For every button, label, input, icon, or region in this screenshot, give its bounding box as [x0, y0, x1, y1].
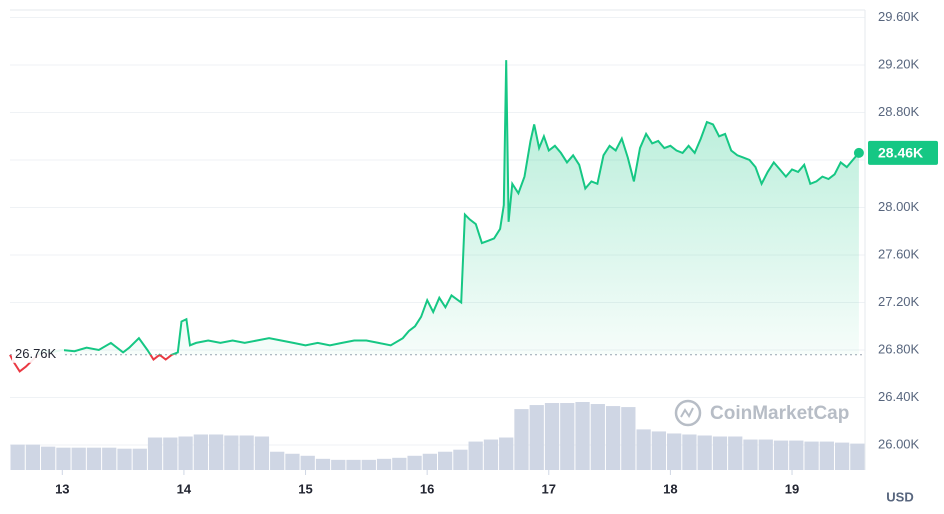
watermark-text: CoinMarketCap [710, 403, 849, 424]
volume-bar [163, 437, 178, 470]
volume-bar [453, 449, 468, 470]
volume-bar [773, 440, 789, 470]
volume-bar [483, 439, 499, 470]
volume-bar [605, 406, 621, 470]
volume-bar [102, 447, 117, 470]
volume-bar [789, 440, 804, 470]
y-tick-label: 28.00K [878, 199, 920, 214]
volume-bar [392, 457, 407, 470]
volume-bar [254, 436, 270, 470]
volume-bar [71, 447, 86, 470]
volume-bar [193, 434, 208, 470]
volume-bar [285, 453, 300, 470]
volume-bar [804, 441, 819, 470]
y-tick-label: 26.40K [878, 389, 920, 404]
volume-bar [56, 447, 71, 470]
x-tick-label: 15 [298, 481, 312, 496]
volume-bar [850, 443, 865, 470]
x-tick-label: 17 [542, 481, 556, 496]
volume-bar [315, 458, 331, 470]
x-tick-label: 14 [177, 481, 192, 496]
volume-bar [712, 436, 728, 470]
y-tick-label: 26.80K [878, 341, 920, 356]
volume-bar [743, 439, 758, 470]
y-tick-label: 29.20K [878, 56, 920, 71]
x-tick-label: 19 [785, 481, 799, 496]
volume-bar [514, 409, 529, 470]
last-point [853, 147, 864, 158]
open-price-label: 26.76K [15, 346, 57, 361]
x-tick-label: 13 [55, 481, 69, 496]
volume-bar [376, 458, 392, 470]
current-price-box [868, 140, 938, 165]
y-tick-label: 27.20K [878, 294, 920, 309]
volume-bar [346, 459, 361, 470]
volume-bar [86, 447, 102, 470]
volume-bar [407, 455, 422, 470]
volume-bar [300, 455, 315, 470]
x-tick-label: 16 [420, 481, 434, 496]
volume-bar [529, 405, 544, 470]
volume-bar [575, 402, 590, 470]
volume-bar [270, 451, 285, 470]
volume-bar [560, 403, 575, 470]
volume-bar [590, 404, 605, 470]
volume-bar [25, 444, 41, 470]
volume-bar [728, 436, 743, 470]
volume-bar [834, 442, 850, 470]
y-tick-label: 28.80K [878, 104, 920, 119]
volume-bar [422, 453, 437, 470]
volume-bar [208, 434, 224, 470]
y-tick-label: 29.60K [878, 9, 920, 24]
watermark: CoinMarketCap [674, 399, 849, 427]
currency-label: USD [886, 489, 913, 504]
y-tick-label: 27.60K [878, 246, 920, 261]
volume-bar [697, 435, 712, 470]
price-line [10, 60, 860, 355]
volume-bar [499, 437, 514, 470]
volume-bar [239, 435, 254, 470]
volume-bar [651, 431, 667, 470]
x-tick-label: 18 [663, 481, 677, 496]
volume-bar [331, 459, 346, 470]
volume-bar [224, 435, 239, 470]
volume-bar [636, 429, 651, 470]
volume-bar [147, 437, 163, 470]
volume-bar [544, 403, 560, 470]
volume-bar [178, 436, 193, 470]
volume-bar [621, 407, 636, 470]
volume-bar [10, 444, 25, 470]
volume-bar [41, 446, 56, 470]
volume-bar [758, 439, 773, 470]
volume-bar [468, 441, 483, 470]
open-price-box [12, 344, 64, 363]
volume-bar [682, 434, 697, 470]
y-tick-label: 26.00K [878, 436, 920, 451]
volume-bar [132, 448, 147, 470]
volume-bar [361, 459, 376, 470]
volume-bar [667, 433, 682, 470]
current-price-label: 28.46K [878, 145, 923, 161]
price-area [10, 60, 859, 355]
volume-bar [819, 441, 834, 470]
volume-bar [438, 451, 453, 470]
volume-bar [117, 448, 132, 470]
